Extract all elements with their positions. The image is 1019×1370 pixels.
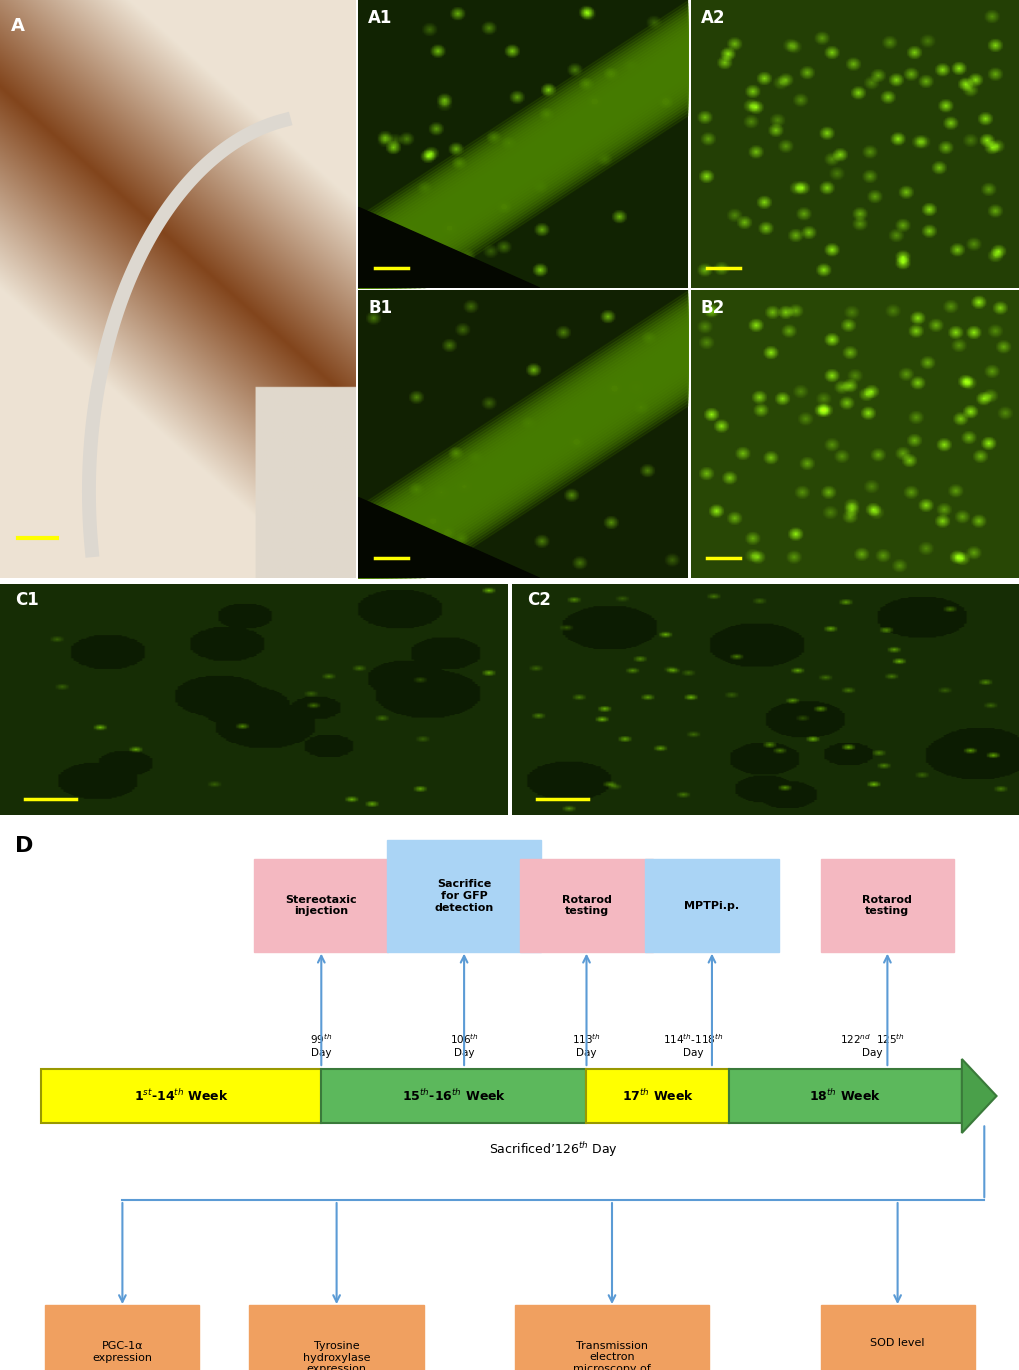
FancyBboxPatch shape: [387, 840, 540, 952]
FancyBboxPatch shape: [586, 1069, 729, 1123]
Text: 18$^{th}$ Week: 18$^{th}$ Week: [809, 1088, 880, 1104]
Text: C2: C2: [527, 590, 550, 608]
FancyBboxPatch shape: [820, 1306, 974, 1370]
Text: A: A: [10, 18, 24, 36]
Polygon shape: [358, 207, 539, 288]
Text: A2: A2: [700, 8, 725, 26]
Text: Transmission
electron
microscopy of
mitochondria: Transmission electron microscopy of mito…: [573, 1341, 650, 1370]
FancyArrow shape: [961, 1059, 996, 1133]
Text: 15$^{th}$-16$^{th}$ Week: 15$^{th}$-16$^{th}$ Week: [401, 1088, 505, 1104]
FancyBboxPatch shape: [729, 1069, 961, 1123]
FancyBboxPatch shape: [250, 1306, 424, 1370]
Text: B1: B1: [368, 299, 392, 316]
Text: B2: B2: [700, 299, 725, 316]
FancyBboxPatch shape: [45, 1306, 200, 1370]
Text: Sacrificed’126$^{th}$ Day: Sacrificed’126$^{th}$ Day: [488, 1140, 618, 1159]
Text: Tyrosine
hydroxylase
expression: Tyrosine hydroxylase expression: [303, 1341, 370, 1370]
Text: Sacrifice
for GFP
detection: Sacrifice for GFP detection: [434, 880, 493, 912]
FancyBboxPatch shape: [321, 1069, 586, 1123]
FancyBboxPatch shape: [644, 859, 779, 952]
Text: Rotarod
testing: Rotarod testing: [561, 895, 610, 917]
Text: SOD level: SOD level: [869, 1337, 924, 1348]
FancyBboxPatch shape: [515, 1306, 709, 1370]
Text: MPTPi.p.: MPTPi.p.: [684, 900, 739, 911]
Text: 113$^{th}$
Day: 113$^{th}$ Day: [572, 1032, 600, 1058]
Text: C1: C1: [15, 590, 39, 608]
Text: D: D: [15, 836, 34, 856]
Text: PGC-1α
expression: PGC-1α expression: [93, 1341, 152, 1363]
FancyBboxPatch shape: [255, 859, 388, 952]
Polygon shape: [358, 497, 539, 578]
Text: Rotarod
testing: Rotarod testing: [862, 895, 911, 917]
Text: 1$^{st}$-14$^{th}$ Week: 1$^{st}$-14$^{th}$ Week: [133, 1088, 228, 1104]
Text: 114$^{th}$-118$^{th}$
Day: 114$^{th}$-118$^{th}$ Day: [662, 1032, 723, 1058]
Text: 122$^{nd}$  125$^{th}$
Day: 122$^{nd}$ 125$^{th}$ Day: [839, 1032, 904, 1058]
Text: 17$^{th}$ Week: 17$^{th}$ Week: [622, 1088, 693, 1104]
Text: 99$^{th}$
Day: 99$^{th}$ Day: [310, 1032, 332, 1058]
FancyBboxPatch shape: [820, 859, 954, 952]
Text: A1: A1: [368, 8, 392, 26]
Text: 106$^{th}$
Day: 106$^{th}$ Day: [449, 1032, 478, 1058]
FancyBboxPatch shape: [520, 859, 652, 952]
FancyBboxPatch shape: [41, 1069, 321, 1123]
Text: Stereotaxic
injection: Stereotaxic injection: [285, 895, 357, 917]
